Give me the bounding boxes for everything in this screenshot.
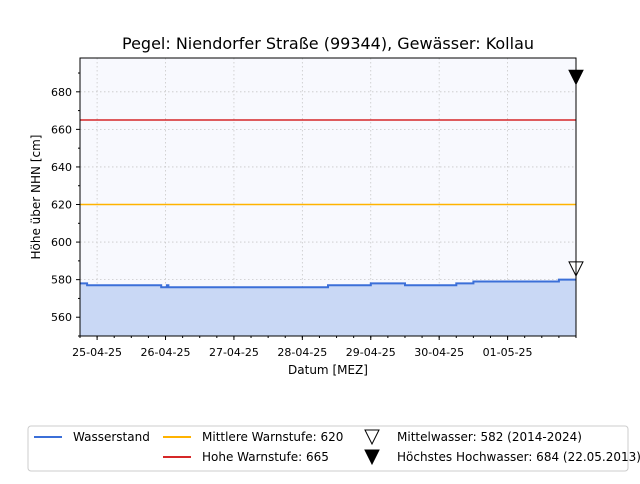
plot-frame xyxy=(79,57,577,337)
x-tick-label: 25-04-25 xyxy=(72,346,122,359)
legend-mittlere-warnstufe-label: Mittlere Warnstufe: 620 xyxy=(202,430,343,444)
series-layer xyxy=(80,278,576,336)
x-tick-label: 26-04-25 xyxy=(141,346,191,359)
legend-hochwasser-label: Höchstes Hochwasser: 684 (22.05.2013) xyxy=(397,450,640,464)
y-tick-label: 620 xyxy=(51,199,72,212)
legend: Wasserstand Mittlere Warnstufe: 620 Hohe W… xyxy=(27,425,640,472)
x-tick-label: 01-05-25 xyxy=(483,346,533,359)
x-tick-label: 27-04-25 xyxy=(209,346,259,359)
legend-hochwasser: Höchstes Hochwasser: 684 (22.05.2013) xyxy=(364,449,640,466)
legend-hochwasser-swatch xyxy=(364,449,380,466)
y-tick-label: 680 xyxy=(51,86,72,99)
y-tick-label: 660 xyxy=(51,123,72,136)
legend-mittlere-warnstufe: Mittlere Warnstufe: 620 xyxy=(163,430,343,444)
y-tick-label: 560 xyxy=(51,311,72,324)
series-area-wasserstand xyxy=(80,279,576,336)
legend-hohe-warnstufe-label: Hohe Warnstufe: 665 xyxy=(202,450,329,464)
x-tick-label: 29-04-25 xyxy=(346,346,396,359)
y-tick-label: 580 xyxy=(51,274,72,287)
x-tick-label: 30-04-25 xyxy=(414,346,464,359)
y-axis: 560 580 600 620 640 660 680 xyxy=(51,72,80,337)
y-tick-label: 640 xyxy=(51,161,72,174)
series-line-wasserstand xyxy=(80,278,576,289)
reference-lines xyxy=(80,119,576,206)
chart-title: Pegel: Niendorfer Straße (99344), Gewäss… xyxy=(122,34,534,53)
y-tick-label: 600 xyxy=(51,236,72,249)
legend-wasserstand: Wasserstand xyxy=(34,430,150,444)
legend-mittelwasser: Mittelwasser: 582 (2014-2024) xyxy=(364,429,582,446)
x-axis-label: Datum [MEZ] xyxy=(288,363,368,377)
legend-hohe-warnstufe: Hohe Warnstufe: 665 xyxy=(163,450,329,464)
y-axis-label: Höhe über NHN [cm] xyxy=(29,135,43,260)
legend-mittelwasser-label: Mittelwasser: 582 (2014-2024) xyxy=(397,430,582,444)
x-tick-label: 28-04-25 xyxy=(277,346,327,359)
legend-wasserstand-label: Wasserstand xyxy=(73,430,150,444)
x-axis: 25-04-25 26-04-25 27-04-25 28-04-25 29-04-25… xyxy=(72,336,577,359)
legend-mittelwasser-swatch xyxy=(364,429,380,446)
